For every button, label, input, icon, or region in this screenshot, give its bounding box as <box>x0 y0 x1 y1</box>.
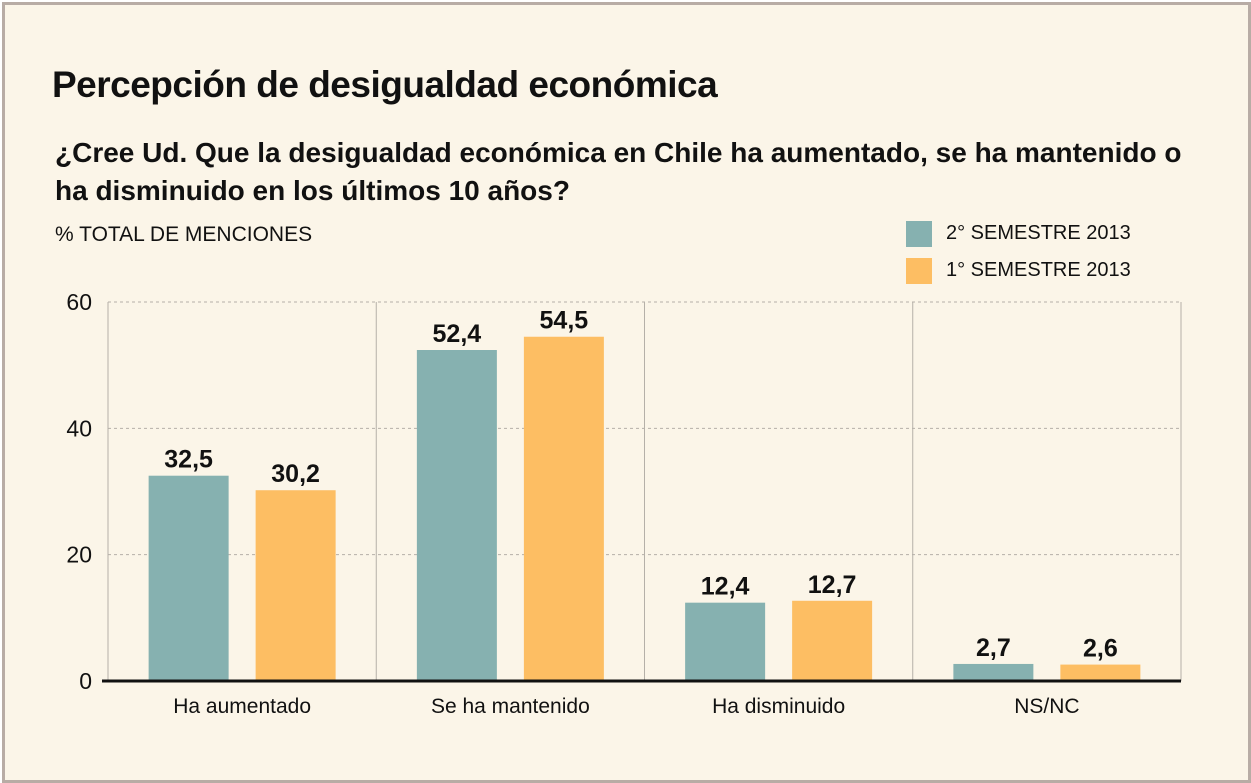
bar-se-ha-mantenido-series-2 <box>523 336 604 681</box>
value-label-1-series-1: 52,4 <box>433 320 482 348</box>
bar-ns-nc-series-1 <box>953 663 1034 681</box>
bar-ha-disminuido-series-1 <box>685 602 766 681</box>
value-label-0-series-2: 30,2 <box>271 460 320 488</box>
y-tick-label-40: 40 <box>66 415 92 441</box>
chart-title: Percepción de desigualdad económica <box>52 64 718 105</box>
chart-subtitle: ¿Cree Ud. Que la desigualdad económica e… <box>55 137 1182 206</box>
value-label-0-series-1: 32,5 <box>164 446 213 474</box>
value-label-1-series-2: 54,5 <box>540 307 589 335</box>
x-tick-label-3: NS/NC <box>1014 695 1079 718</box>
legend-label-series-2: 1° SEMESTRE 2013 <box>946 259 1131 281</box>
y-tick-label-20: 20 <box>66 542 92 568</box>
y-axis-label: % TOTAL DE MENCIONES <box>55 223 313 246</box>
x-tick-label-2: Ha disminuido <box>712 695 845 718</box>
bar-ha-aumentado-series-2 <box>255 490 336 681</box>
value-label-2-series-1: 12,4 <box>701 573 750 601</box>
y-tick-label-60: 60 <box>66 289 92 315</box>
legend-swatch-series-2 <box>906 258 932 284</box>
value-label-2-series-2: 12,7 <box>808 571 857 599</box>
x-tick-label-1: Se ha mantenido <box>431 695 590 718</box>
bar-ns-nc-series-2 <box>1060 664 1141 681</box>
value-label-3-series-2: 2,6 <box>1083 635 1118 663</box>
legend-label-series-1: 2° SEMESTRE 2013 <box>946 222 1131 244</box>
y-tick-label-0: 0 <box>79 668 92 694</box>
bar-ha-aumentado-series-1 <box>148 475 229 681</box>
x-tick-label-0: Ha aumentado <box>173 695 311 718</box>
legend-swatch-series-1 <box>906 221 932 247</box>
value-label-3-series-1: 2,7 <box>976 634 1011 662</box>
bar-se-ha-mantenido-series-1 <box>416 350 497 681</box>
bar-ha-disminuido-series-2 <box>792 600 873 681</box>
